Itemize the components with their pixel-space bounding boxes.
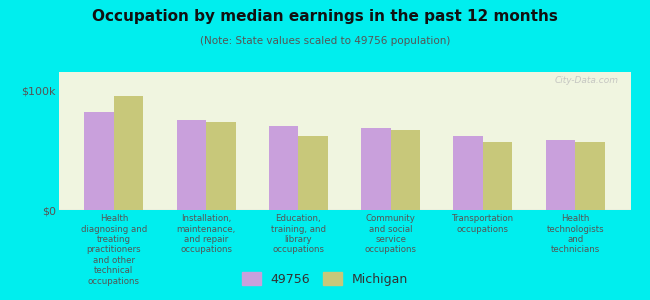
Bar [269,126,298,210]
Bar [206,122,236,210]
Text: City-Data.com: City-Data.com [555,76,619,85]
Bar [483,142,512,210]
Bar [298,136,328,210]
Bar [114,96,144,210]
Text: Occupation by median earnings in the past 12 months: Occupation by median earnings in the pas… [92,9,558,24]
Bar [453,136,483,210]
Bar [84,112,114,210]
Bar [177,120,206,210]
Bar [361,128,391,210]
Legend: 49756, Michigan: 49756, Michigan [237,267,413,291]
Bar [391,130,420,210]
Bar [545,140,575,210]
Bar [575,142,604,210]
Text: (Note: State values scaled to 49756 population): (Note: State values scaled to 49756 popu… [200,36,450,46]
